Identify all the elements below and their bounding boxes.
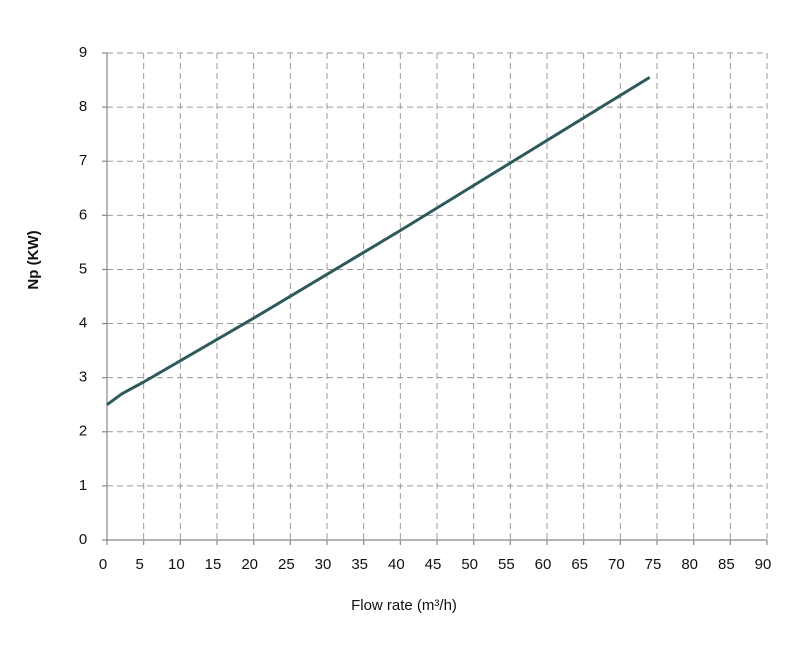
x-tick-label: 90 <box>755 556 772 573</box>
y-tick-label: 3 <box>79 369 87 386</box>
y-tick-label: 6 <box>79 206 87 223</box>
y-tick-label: 4 <box>79 315 87 332</box>
x-tick-label: 60 <box>535 556 552 573</box>
x-tick-label: 55 <box>498 556 515 573</box>
y-tick-label: 5 <box>79 260 87 277</box>
y-tick-label: 7 <box>79 152 87 169</box>
x-tick-label: 35 <box>351 556 368 573</box>
x-tick-label: 20 <box>241 556 258 573</box>
y-tick-label: 2 <box>79 423 87 440</box>
y-axis-label: Np (KW) <box>25 230 42 289</box>
x-tick-label: 50 <box>461 556 478 573</box>
x-tick-label: 0 <box>99 556 107 573</box>
x-tick-label: 15 <box>205 556 222 573</box>
x-tick-label: 45 <box>425 556 442 573</box>
x-tick-label: 80 <box>681 556 698 573</box>
x-tick-label: 40 <box>388 556 405 573</box>
x-tick-label: 65 <box>571 556 588 573</box>
y-tick-label: 8 <box>79 98 87 115</box>
x-tick-label: 85 <box>718 556 735 573</box>
x-tick-label: 30 <box>315 556 332 573</box>
x-tick-label: 75 <box>645 556 662 573</box>
y-tick-label: 0 <box>79 531 87 548</box>
x-axis-label: Flow rate (m³/h) <box>351 597 457 614</box>
x-tick-label: 70 <box>608 556 625 573</box>
y-tick-label: 1 <box>79 477 87 494</box>
y-tick-label: 9 <box>79 44 87 61</box>
x-tick-label: 5 <box>135 556 143 573</box>
x-tick-label: 25 <box>278 556 295 573</box>
data-line <box>106 76 651 406</box>
x-tick-label: 10 <box>168 556 185 573</box>
